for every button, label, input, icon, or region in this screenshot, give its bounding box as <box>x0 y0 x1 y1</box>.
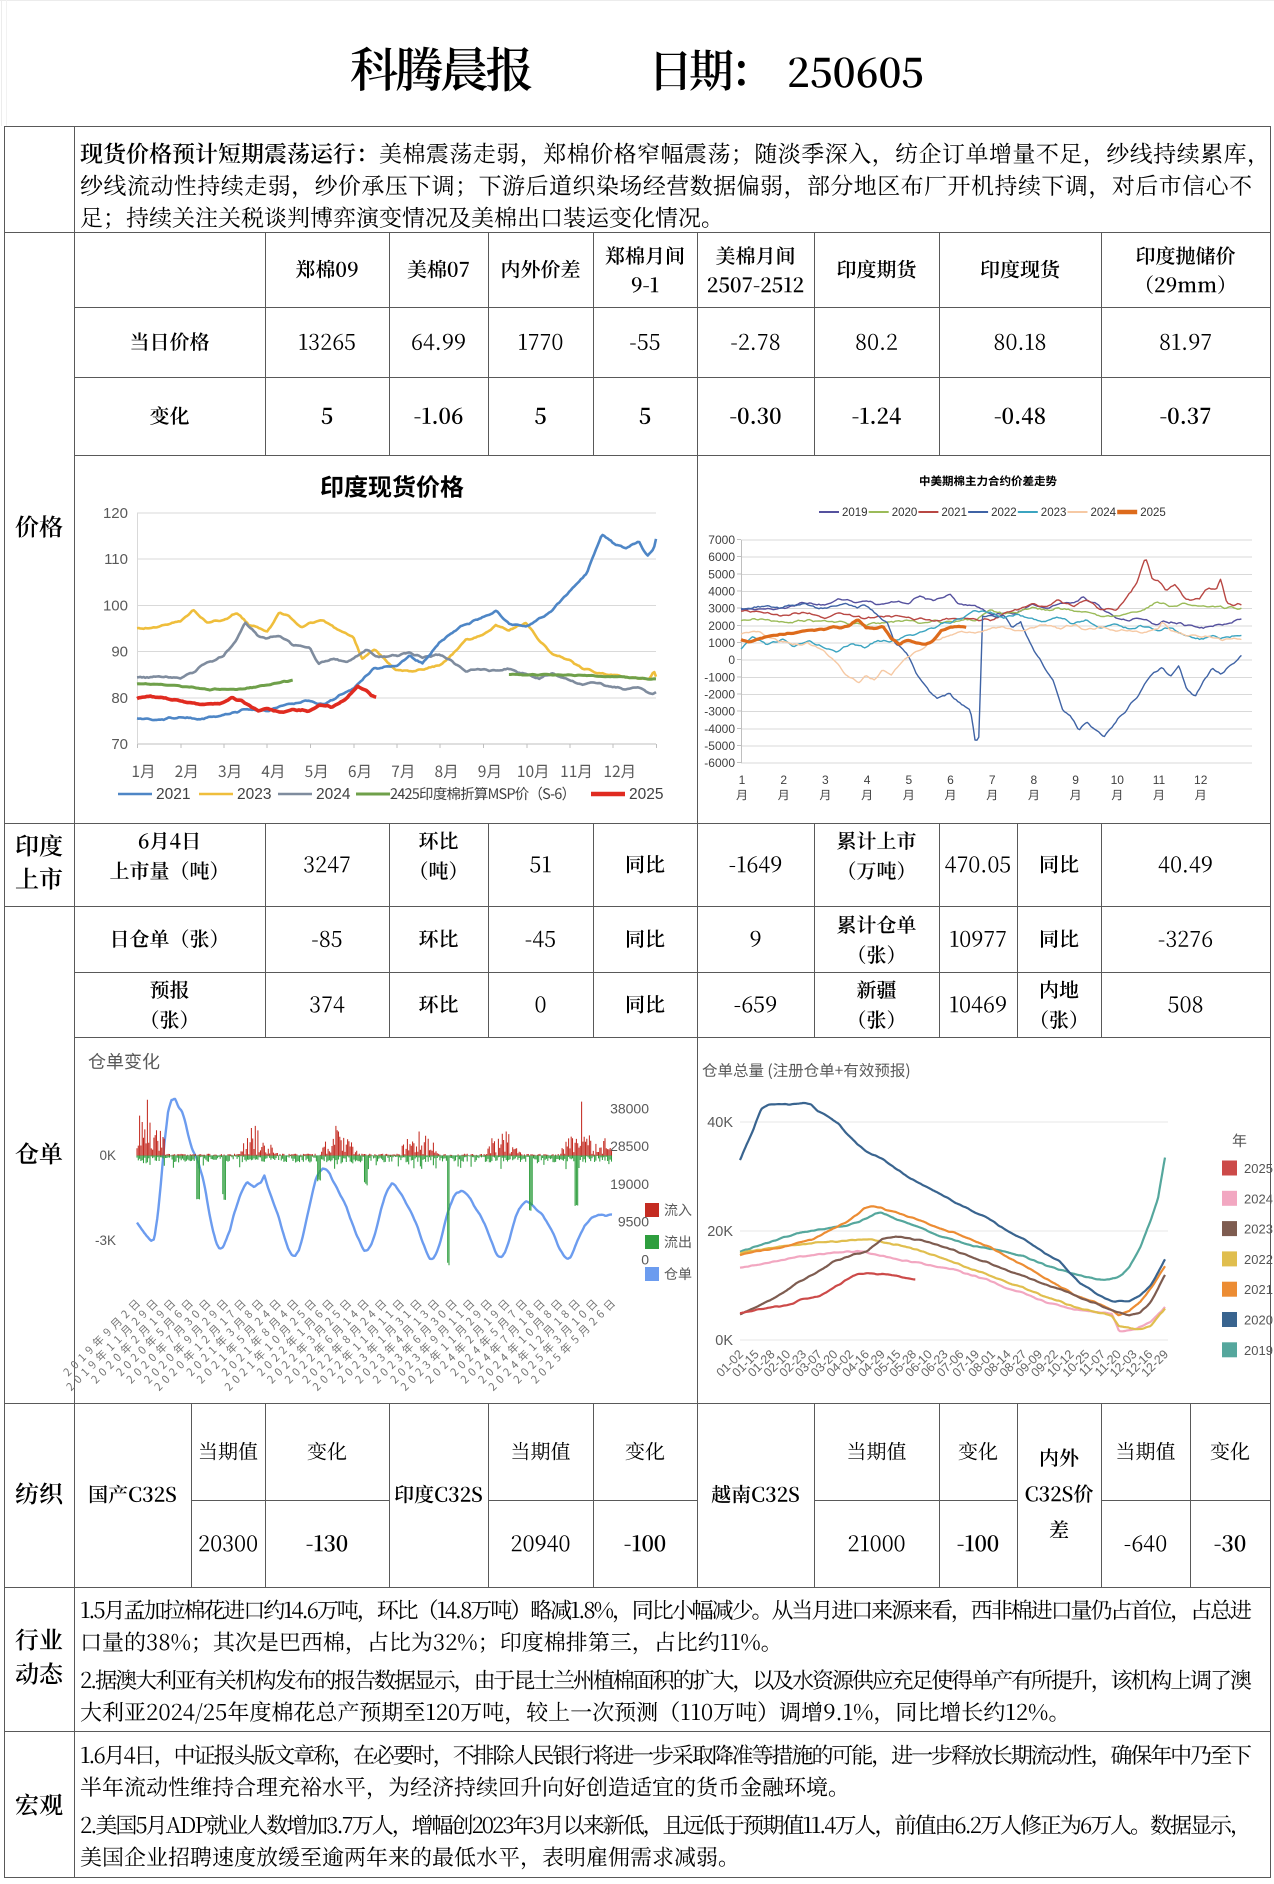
svg-text:-2000: -2000 <box>704 687 735 701</box>
svg-text:100: 100 <box>103 597 128 614</box>
svg-text:1000: 1000 <box>708 636 735 650</box>
svg-text:-6000: -6000 <box>704 756 735 770</box>
svg-text:-4000: -4000 <box>704 722 735 736</box>
svg-text:2024: 2024 <box>316 786 351 803</box>
svg-text:3000: 3000 <box>708 602 735 616</box>
svg-text:2023: 2023 <box>1244 1222 1273 1237</box>
svg-text:20K: 20K <box>707 1224 733 1240</box>
svg-text:2022: 2022 <box>1244 1252 1273 1267</box>
svg-text:40K: 40K <box>707 1115 733 1131</box>
svg-text:90: 90 <box>111 644 128 661</box>
svg-text:2020: 2020 <box>892 507 918 519</box>
svg-text:110: 110 <box>104 551 128 568</box>
svg-text:2024: 2024 <box>1091 507 1117 519</box>
svg-text:2024: 2024 <box>1244 1191 1273 1206</box>
svg-text:3: 3 <box>822 773 829 787</box>
svg-text:11: 11 <box>1153 773 1166 787</box>
svg-text:19000: 19000 <box>610 1176 649 1192</box>
svg-text:0K: 0K <box>99 1148 116 1163</box>
svg-text:7000: 7000 <box>708 533 735 547</box>
svg-text:2025: 2025 <box>629 786 663 803</box>
svg-text:-1000: -1000 <box>704 670 735 684</box>
svg-text:2: 2 <box>780 773 787 787</box>
svg-text:6000: 6000 <box>708 550 735 564</box>
svg-text:0: 0 <box>641 1251 649 1267</box>
svg-text:5000: 5000 <box>708 567 735 581</box>
svg-text:2025: 2025 <box>1244 1161 1273 1176</box>
svg-text:-3K: -3K <box>95 1233 116 1248</box>
svg-text:2021: 2021 <box>156 786 190 803</box>
svg-text:5: 5 <box>905 773 912 787</box>
svg-text:2020: 2020 <box>1244 1313 1273 1328</box>
svg-text:-5000: -5000 <box>704 739 735 753</box>
svg-text:4: 4 <box>864 773 871 787</box>
svg-text:12: 12 <box>1194 773 1208 787</box>
svg-text:2021: 2021 <box>941 507 967 519</box>
svg-text:7: 7 <box>989 773 996 787</box>
svg-text:2023: 2023 <box>237 786 271 803</box>
svg-text:2023: 2023 <box>1041 507 1067 519</box>
svg-text:28500: 28500 <box>610 1138 649 1154</box>
svg-text:2019: 2019 <box>842 507 868 519</box>
svg-text:80: 80 <box>111 690 128 707</box>
svg-text:2025: 2025 <box>1140 507 1166 519</box>
svg-text:2000: 2000 <box>708 619 735 633</box>
svg-text:120: 120 <box>103 505 128 522</box>
svg-text:9500: 9500 <box>618 1214 649 1230</box>
svg-text:0: 0 <box>728 653 735 667</box>
svg-text:10: 10 <box>1111 773 1125 787</box>
svg-text:6: 6 <box>947 773 954 787</box>
svg-text:9: 9 <box>1072 773 1079 787</box>
svg-text:0K: 0K <box>715 1333 733 1349</box>
svg-text:2022: 2022 <box>991 507 1017 519</box>
svg-text:-3000: -3000 <box>704 705 735 719</box>
svg-text:38000: 38000 <box>610 1101 649 1117</box>
svg-text:1: 1 <box>739 773 746 787</box>
svg-text:2019: 2019 <box>1244 1343 1273 1358</box>
svg-text:4000: 4000 <box>708 585 735 599</box>
svg-text:2021: 2021 <box>1244 1282 1273 1297</box>
svg-text:70: 70 <box>111 736 128 753</box>
svg-text:8: 8 <box>1031 773 1038 787</box>
